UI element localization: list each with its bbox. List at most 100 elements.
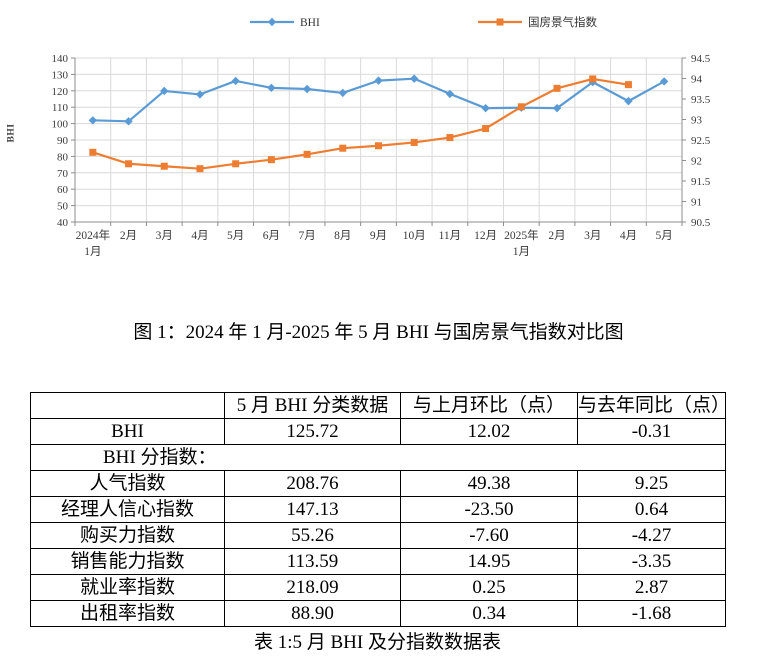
table-row-popularity-index: 人气指数 208.76 49.38 9.25 — [30, 470, 726, 497]
tick-label: 91 — [691, 197, 702, 209]
tick-label: 94.5 — [691, 53, 711, 65]
cell-yoy: 2.87 — [577, 574, 726, 601]
category-label: 2月 — [120, 230, 137, 242]
category-label: 12月 — [474, 230, 497, 242]
data-point-marker — [89, 148, 97, 156]
data-point-marker — [339, 144, 347, 152]
left-axis-title: BHI — [6, 123, 17, 143]
bhi-climate-line-chart: 40506070809010011012013014090.59191.5929… — [52, 15, 711, 258]
tick-label: 90 — [57, 135, 69, 147]
table-row-sub-indices-section: BHI 分指数： — [30, 444, 726, 471]
header-cell-mom-change: 与上月环比（点） — [400, 392, 578, 419]
bhi-data-table: 5 月 BHI 分类数据 与上月环比（点） 与去年同比（点） BHI 125.7… — [30, 392, 726, 627]
table-row-employment-rate-index: 就业率指数 218.09 0.25 2.87 — [30, 574, 726, 601]
data-point-marker — [410, 74, 419, 83]
table-row-bhi: BHI 125.72 12.02 -0.31 — [30, 418, 726, 445]
data-point-marker — [410, 138, 418, 146]
cell-value: 55.26 — [224, 522, 401, 549]
category-label: 3月 — [156, 230, 173, 242]
row-label: 就业率指数 — [30, 574, 225, 601]
cell-value: 147.13 — [224, 496, 401, 523]
table-1-caption: 表 1:5 月 BHI 及分指数数据表 — [253, 632, 501, 653]
legend-item-bhi: BHI — [250, 17, 320, 29]
tick-label: 50 — [57, 201, 69, 213]
tick-label: 92.5 — [691, 135, 711, 147]
tick-label: 60 — [57, 184, 69, 196]
cell-mom: 0.25 — [400, 574, 578, 601]
tick-label: 93.5 — [691, 94, 711, 106]
category-label: 2024年 — [76, 228, 111, 242]
row-label: 购买力指数 — [30, 522, 225, 549]
data-point-marker — [267, 83, 276, 93]
tick-label: 140 — [52, 53, 69, 65]
data-point-marker — [338, 88, 347, 98]
category-label: 5月 — [656, 230, 673, 242]
table-row-manager-confidence-index: 经理人信心指数 147.13 -23.50 0.64 — [30, 496, 726, 523]
header-cell-yoy-change: 与去年同比（点） — [577, 392, 726, 419]
chart-legend: BHI 国房景气指数 — [250, 15, 597, 29]
legend-label: 国房景气指数 — [528, 15, 597, 29]
legend-label: BHI — [300, 17, 320, 29]
row-label: 人气指数 — [30, 470, 225, 497]
table-header-row: 5 月 BHI 分类数据 与上月环比（点） 与去年同比（点） — [30, 392, 726, 419]
row-label: 销售能力指数 — [30, 548, 225, 575]
data-point-marker — [481, 103, 490, 113]
data-point-marker — [589, 75, 597, 83]
category-label: 4月 — [620, 230, 637, 242]
bhi-series-line — [91, 77, 666, 123]
cell-mom: 14.95 — [400, 548, 578, 575]
row-label: BHI — [30, 418, 225, 445]
category-label: 7月 — [298, 230, 315, 242]
tick-label: 91.5 — [691, 176, 711, 188]
category-label: 1月 — [513, 246, 530, 258]
category-label: 1月 — [84, 246, 101, 258]
tick-label: 100 — [52, 119, 69, 131]
category-label: 4月 — [191, 230, 208, 242]
category-label: 6月 — [263, 230, 280, 242]
data-point-marker — [552, 103, 562, 113]
figure-1-title: 图 1：2024 年 1 月-2025 年 5 月 BHI 与国房景气指数对比图 — [133, 322, 624, 343]
cell-value: 125.72 — [224, 418, 401, 445]
tick-label: 93 — [691, 115, 703, 127]
climate_index-series — [89, 75, 632, 173]
data-point-marker — [496, 18, 504, 26]
category-label: 5月 — [227, 230, 244, 242]
data-point-marker — [195, 90, 205, 99]
cell-value: 113.59 — [224, 548, 401, 575]
data-point-marker — [445, 89, 455, 99]
data-point-marker — [553, 84, 561, 92]
x-axis-tick-labels: 2024年 1月 2月 3月 4月 5月 6月 7月 8月 9月 10月 11月 12月 2025年 1月 2… — [76, 228, 673, 258]
data-point-marker — [88, 116, 98, 125]
category-label: 9月 — [370, 230, 387, 242]
data-point-marker — [302, 84, 312, 94]
cell-value: 208.76 — [224, 470, 401, 497]
chart-gridlines — [75, 57, 682, 223]
data-point-marker — [517, 103, 525, 111]
table-row-purchasing-power-index: 购买力指数 55.26 -7.60 -4.27 — [30, 522, 726, 549]
cell-mom: -23.50 — [400, 496, 578, 523]
tick-label: 120 — [52, 86, 69, 98]
tick-label: 92 — [691, 156, 702, 168]
right-axis-tick-labels: 90.5 91 91.5 92 92.5 93 93.5 94 94.5 — [691, 53, 711, 229]
chart-axes — [71, 57, 686, 226]
data-point-marker — [125, 160, 133, 168]
cell-yoy: -3.35 — [577, 548, 726, 575]
cell-mom: 0.34 — [400, 600, 578, 627]
data-point-marker — [446, 134, 454, 142]
data-point-marker — [482, 125, 490, 133]
row-label: 出租率指数 — [30, 600, 225, 627]
tick-label: 90.5 — [691, 217, 711, 229]
row-label: 经理人信心指数 — [30, 496, 225, 523]
category-label: 8月 — [334, 230, 351, 242]
cell-value: 218.09 — [224, 574, 401, 601]
data-point-marker — [196, 165, 204, 173]
data-point-marker — [267, 156, 275, 164]
data-point-marker — [232, 160, 240, 168]
cell-yoy: -4.27 — [577, 522, 726, 549]
cell-yoy: -0.31 — [577, 418, 726, 445]
cell-mom: -7.60 — [400, 522, 578, 549]
category-label: 11月 — [439, 230, 462, 242]
cell-yoy: 9.25 — [577, 470, 726, 497]
cell-yoy: -1.68 — [577, 600, 726, 627]
tick-label: 40 — [57, 217, 69, 229]
